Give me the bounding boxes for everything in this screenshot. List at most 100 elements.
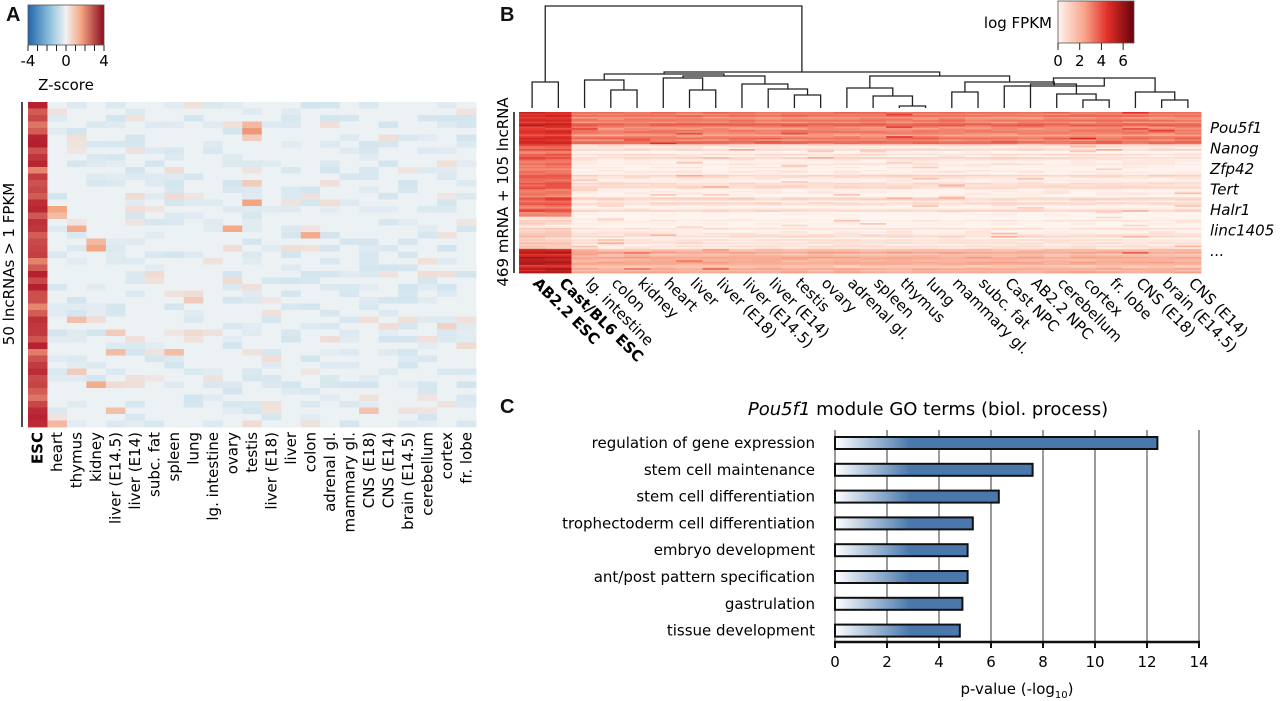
heatmap-b-cell bbox=[781, 252, 808, 255]
heatmap-b-cell bbox=[623, 208, 651, 211]
heatmap-a-cell bbox=[66, 121, 87, 129]
heatmap-b-cell bbox=[964, 263, 992, 266]
heatmap-b-cell bbox=[833, 195, 861, 198]
heatmap-b-cell bbox=[912, 255, 940, 258]
heatmap-b-cell bbox=[938, 255, 966, 258]
heatmap-b-cell bbox=[1122, 229, 1149, 232]
heatmap-b-cell bbox=[571, 124, 599, 127]
heatmap-b-cell bbox=[597, 252, 625, 255]
heatmap-b-cell bbox=[833, 150, 861, 153]
heatmap-b-cell bbox=[623, 173, 651, 176]
heatmap-b-cell bbox=[912, 178, 940, 181]
heatmap-a-cell bbox=[183, 147, 204, 155]
heatmap-b-cell bbox=[1043, 218, 1071, 221]
heatmap-a-cell bbox=[417, 193, 438, 200]
heatmap-b-cell bbox=[755, 174, 782, 177]
heatmap-b-cell bbox=[833, 182, 861, 185]
heatmap-b-cell bbox=[545, 229, 572, 232]
heatmap-a-cell bbox=[261, 173, 282, 181]
heatmap-b-cell bbox=[1096, 195, 1123, 198]
heatmap-b-cell bbox=[964, 140, 992, 143]
heatmap-b-cell bbox=[1017, 210, 1045, 213]
heatmap-b-cell bbox=[676, 136, 704, 139]
heatmap-b-cell bbox=[781, 169, 808, 172]
heatmap-b-cell bbox=[519, 231, 546, 234]
heatmap-b-cell bbox=[781, 139, 808, 142]
heatmap-b-cell bbox=[1043, 173, 1071, 176]
heatmap-a-cell bbox=[378, 375, 399, 382]
heatmap-b-cell bbox=[571, 168, 599, 171]
heatmap-a-cell bbox=[359, 290, 380, 298]
heatmap-b-cell bbox=[860, 203, 887, 206]
heatmap-b-cell bbox=[597, 160, 625, 163]
heatmap-b-cell bbox=[912, 218, 940, 221]
dendrogram-branch bbox=[741, 83, 789, 108]
heatmap-b-cell bbox=[781, 131, 808, 134]
heatmap-b-cell bbox=[728, 197, 756, 200]
heatmap-a-cell bbox=[222, 316, 243, 324]
heatmap-b-cell bbox=[519, 157, 546, 160]
heatmap-b-cell bbox=[1096, 206, 1123, 209]
heatmap-b-cell bbox=[650, 131, 677, 134]
heatmap-b-cell bbox=[1174, 121, 1202, 124]
heatmap-b-cell bbox=[781, 237, 808, 240]
heatmap-b-cell bbox=[728, 266, 756, 269]
heatmap-b-cell bbox=[728, 131, 756, 134]
heatmap-b-cell bbox=[571, 264, 599, 267]
heatmap-b-cell bbox=[1069, 266, 1097, 269]
heatmap-a-cell bbox=[144, 414, 165, 421]
heatmap-b-cell bbox=[912, 182, 940, 185]
heatmap-b-cell bbox=[991, 113, 1018, 116]
heatmap-b-cell bbox=[938, 174, 966, 177]
colorbar-b-tick-label: 0 bbox=[1053, 52, 1063, 70]
heatmap-b-cell bbox=[1043, 174, 1071, 177]
heatmap-a-cell bbox=[144, 368, 165, 376]
heatmap-b-cell bbox=[938, 260, 966, 263]
heatmap-b-cell bbox=[991, 131, 1018, 134]
heatmap-b-cell bbox=[991, 219, 1018, 222]
heatmap-b-cell bbox=[728, 161, 756, 164]
heatmap-b-cell bbox=[650, 215, 677, 218]
heatmap-a-cell bbox=[28, 368, 48, 376]
dendrogram-branch bbox=[767, 88, 809, 108]
heatmap-b-cell bbox=[1148, 178, 1176, 181]
heatmap-b-cell bbox=[964, 145, 992, 148]
heatmap-a-cell bbox=[261, 199, 282, 207]
heatmap-a-cell bbox=[339, 394, 360, 402]
heatmap-a-cell bbox=[125, 323, 146, 330]
heatmap-b bbox=[519, 112, 1202, 274]
heatmap-b-cell bbox=[938, 145, 966, 148]
heatmap-b-cell bbox=[964, 195, 992, 198]
heatmap-b-cell bbox=[1017, 142, 1045, 145]
heatmap-a-cell bbox=[456, 251, 477, 259]
heatmap-a-cell bbox=[339, 108, 360, 116]
heatmap-b-cell bbox=[1122, 123, 1149, 126]
heatmap-a-cell bbox=[398, 388, 418, 395]
heatmap-a-cell bbox=[28, 147, 48, 155]
heatmap-b-cell bbox=[702, 253, 730, 256]
heatmap-b-cell bbox=[571, 256, 599, 259]
heatmap-b-cell bbox=[781, 189, 808, 192]
heatmap-b-cell bbox=[519, 115, 546, 118]
heatmap-a-cell bbox=[281, 290, 302, 298]
heatmap-a-cell bbox=[125, 264, 146, 272]
heatmap-a-cell bbox=[222, 284, 243, 291]
heatmap-b-cell bbox=[545, 140, 572, 143]
heatmap-a-cell bbox=[261, 310, 282, 317]
heatmap-b-cell bbox=[886, 123, 913, 126]
heatmap-a-cell bbox=[105, 290, 126, 298]
heatmap-b-cell bbox=[650, 210, 677, 213]
heatmap-b-cell bbox=[1122, 235, 1149, 238]
heatmap-b-cell bbox=[755, 171, 782, 174]
heatmap-b-cell bbox=[1017, 247, 1045, 250]
heatmap-b-cell bbox=[938, 211, 966, 214]
heatmap-b-cell bbox=[597, 166, 625, 169]
heatmap-a-cell bbox=[281, 238, 302, 246]
heatmap-b-cell bbox=[912, 239, 940, 242]
heatmap-a-cell bbox=[86, 394, 107, 402]
heatmap-a-cell bbox=[398, 128, 418, 135]
heatmap-a-cell bbox=[125, 303, 146, 311]
heatmap-b-cell bbox=[1043, 169, 1071, 172]
heatmap-b-cell bbox=[886, 155, 913, 158]
heatmap-a-cell bbox=[164, 128, 185, 135]
